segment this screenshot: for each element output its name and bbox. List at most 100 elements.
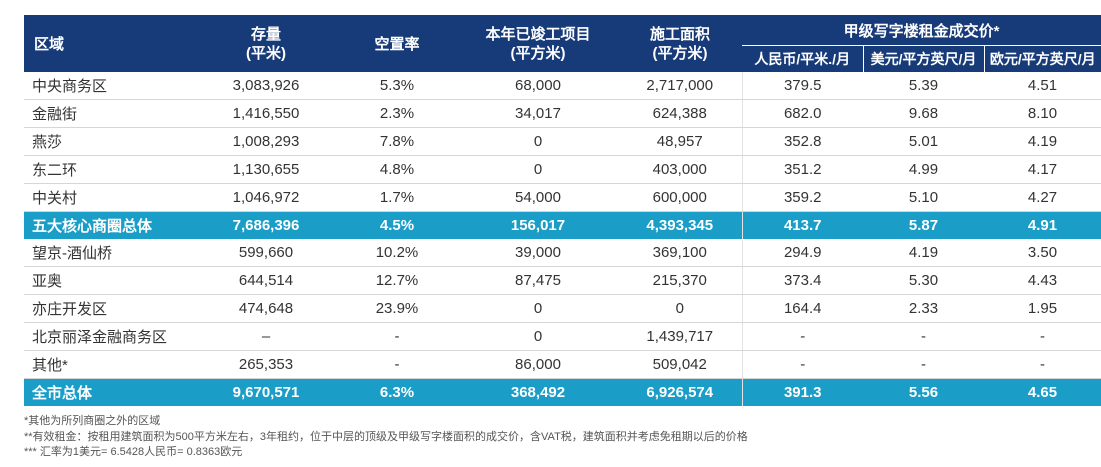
cell-stock: 9,670,571	[196, 378, 336, 406]
cell-completed: 368,492	[458, 378, 618, 406]
table-row: 望京-酒仙桥 599,660 10.2% 39,000 369,100 294.9 4.19…	[24, 239, 1101, 267]
cell-eur: 4.65	[984, 378, 1101, 406]
cell-region: 五大核心商圈总体	[24, 211, 196, 239]
cell-eur: 4.51	[984, 72, 1101, 100]
header-stock-unit: (平米)	[246, 44, 286, 62]
footnote-effective-rent: **有效租金：按租用建筑面积为500平方米左右，3年租约，位于中层的顶级及甲级写…	[24, 430, 748, 443]
cell-stock: 1,046,972	[196, 183, 336, 212]
header-construction-unit: (平方米)	[652, 44, 708, 62]
cell-eur: 3.50	[984, 239, 1101, 267]
cell-completed: 156,017	[458, 211, 618, 239]
cell-construction: 215,370	[618, 266, 742, 295]
cell-stock: –	[196, 322, 336, 351]
cell-region: 全市总体	[24, 378, 196, 406]
cell-usd: 5.56	[863, 378, 984, 406]
cell-eur: 4.17	[984, 155, 1101, 184]
cell-usd: 4.99	[863, 155, 984, 184]
table-row: 其他* 265,353-86,000 509,042- - -	[24, 350, 1101, 379]
office-market-table: 区域 存量 (平米) 空置率 本年已竣工项目 (平方米) 施工面积 (平方米) 甲级写…	[24, 15, 1101, 406]
cell-completed: 54,000	[458, 183, 618, 212]
table-row: 北京丽泽金融商务区 – -0 1,439,717- - -	[24, 322, 1101, 351]
cell-rmb: 294.9	[741, 239, 863, 267]
cell-usd: 5.39	[863, 72, 984, 100]
footnote-other: *其他为所列商圈之外的区域	[24, 415, 161, 427]
cell-completed: 0	[458, 322, 618, 351]
table-row: 中关村 1,046,972 1.7% 54,000 600,000 359.2 5.10 4.…	[24, 183, 1101, 212]
table-row: 东二环 1,130,655 4.8% 0 403,000 351.2 4.99 4.17	[24, 155, 1101, 184]
cell-rmb: 351.2	[741, 155, 863, 184]
cell-region: 东二环	[24, 155, 196, 184]
cell-stock: 644,514	[196, 266, 336, 295]
cell-stock: 599,660	[196, 239, 336, 267]
header-rent-usd: 美元/平方英尺/月	[862, 45, 984, 72]
cell-usd: 2.33	[863, 294, 984, 323]
cell-completed: 0	[458, 155, 618, 184]
cell-completed: 87,475	[458, 266, 618, 295]
cell-region: 其他*	[24, 350, 196, 379]
header-construction: 施工面积 (平方米)	[618, 15, 742, 72]
cell-vacancy: 1.7%	[336, 183, 458, 212]
cell-stock: 474,648	[196, 294, 336, 323]
cell-completed: 0	[458, 127, 618, 156]
cell-region: 燕莎	[24, 127, 196, 156]
footnotes: *其他为所列商圈之外的区域 **有效租金：按租用建筑面积为500平方米左右，3年…	[24, 414, 748, 461]
cell-rmb: 391.3	[741, 378, 863, 406]
cell-construction: 369,100	[618, 239, 742, 267]
cell-vacancy: 4.5%	[336, 211, 458, 239]
cell-region: 中央商务区	[24, 72, 196, 100]
cell-completed: 39,000	[458, 239, 618, 267]
table-header: 区域 存量 (平米) 空置率 本年已竣工项目 (平方米) 施工面积 (平方米) 甲级写…	[24, 15, 1101, 72]
cell-completed: 68,000	[458, 72, 618, 100]
cell-stock: 7,686,396	[196, 211, 336, 239]
cell-vacancy: -	[336, 350, 458, 379]
header-region: 区域	[24, 15, 196, 72]
header-stock: 存量 (平米)	[196, 15, 336, 72]
cell-construction: 6,926,574	[618, 378, 742, 406]
cell-eur: -	[984, 322, 1101, 351]
cell-stock: 1,130,655	[196, 155, 336, 184]
cell-vacancy: -	[336, 322, 458, 351]
cell-rmb: 379.5	[741, 72, 863, 100]
cell-vacancy: 5.3%	[336, 72, 458, 100]
cell-eur: 4.27	[984, 183, 1101, 212]
cell-construction: 4,393,345	[618, 211, 742, 239]
cell-usd: 5.87	[863, 211, 984, 239]
table-body: 中央商务区 3,083,926 5.3% 68,000 2,717,000 379.5 5.…	[24, 72, 1101, 406]
cell-stock: 1,008,293	[196, 127, 336, 156]
table-row: 亚奥 644,514 12.7% 87,475 215,370 373.4 5.30 4.43	[24, 266, 1101, 295]
cell-completed: 86,000	[458, 350, 618, 379]
footnote-exchange-rate: *** 汇率为1美元= 6.5428人民币= 0.8363欧元	[24, 446, 243, 458]
cell-construction: 509,042	[618, 350, 742, 379]
cell-rmb: 164.4	[741, 294, 863, 323]
header-vacancy: 空置率	[336, 15, 458, 72]
total-row: 全市总体 9,670,571 6.3% 368,492 6,926,574 391.3 5.…	[24, 378, 1101, 406]
cell-eur: 4.91	[984, 211, 1101, 239]
header-rent-eur: 欧元/平方英尺/月	[983, 45, 1101, 72]
cell-usd: -	[863, 350, 984, 379]
cell-stock: 265,353	[196, 350, 336, 379]
cell-construction: 0	[618, 294, 742, 323]
cell-eur: 8.10	[984, 99, 1101, 128]
cell-region: 望京-酒仙桥	[24, 239, 196, 267]
cell-usd: 5.30	[863, 266, 984, 295]
cell-region: 北京丽泽金融商务区	[24, 322, 196, 351]
cell-construction: 403,000	[618, 155, 742, 184]
cell-vacancy: 6.3%	[336, 378, 458, 406]
cell-stock: 1,416,550	[196, 99, 336, 128]
cell-rmb: 682.0	[741, 99, 863, 128]
cell-vacancy: 2.3%	[336, 99, 458, 128]
header-stock-label: 存量	[250, 25, 281, 43]
cell-completed: 34,017	[458, 99, 618, 128]
cell-usd: 4.19	[863, 239, 984, 267]
cell-usd: 9.68	[863, 99, 984, 128]
cell-rmb: -	[741, 322, 863, 351]
header-completed-unit: (平方米)	[510, 44, 566, 62]
cell-region: 中关村	[24, 183, 196, 212]
cell-usd: 5.01	[863, 127, 984, 156]
cell-usd: 5.10	[863, 183, 984, 212]
table-row: 燕莎 1,008,293 7.8% 0 48,957 352.8 5.01 4.19	[24, 127, 1101, 156]
cell-rmb: -	[741, 350, 863, 379]
cell-completed: 0	[458, 294, 618, 323]
cell-construction: 624,388	[618, 99, 742, 128]
cell-construction: 600,000	[618, 183, 742, 212]
